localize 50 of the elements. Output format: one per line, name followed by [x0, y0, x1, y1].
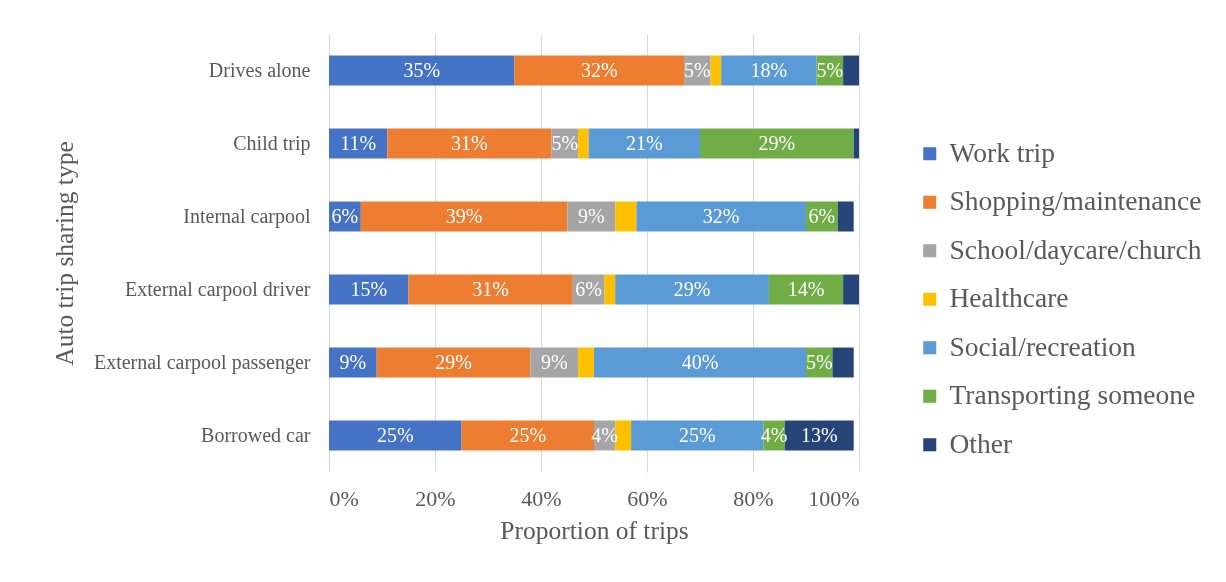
- x-axis-title: Proportion of trips: [500, 515, 689, 545]
- legend-label: School/daycare/church: [949, 233, 1202, 265]
- legend-label: Social/recreation: [949, 330, 1137, 362]
- y-tick-label: External carpool passenger: [93, 350, 311, 374]
- x-tick-label: 40%: [521, 485, 562, 511]
- x-tick-label: 100%: [808, 485, 860, 511]
- y-tick-label: External carpool driver: [125, 277, 311, 301]
- data-label: 5%: [551, 131, 579, 154]
- data-label: 6%: [808, 204, 836, 227]
- data-label: 25%: [679, 423, 716, 446]
- y-tick-label: Drives alone: [208, 58, 311, 81]
- data-label: 11%: [340, 131, 377, 154]
- y-tick-label: Internal carpool: [183, 204, 311, 228]
- x-tick-label: 60%: [627, 485, 668, 511]
- data-label: 5%: [684, 58, 711, 81]
- data-label: 29%: [435, 350, 472, 373]
- data-label: 40%: [681, 350, 719, 373]
- data-label: 13%: [800, 423, 838, 446]
- x-tick-label: 0%: [329, 485, 359, 511]
- data-label: 6%: [331, 204, 359, 227]
- data-label: 18%: [750, 58, 788, 81]
- data-label: 29%: [758, 131, 796, 154]
- data-label: 5%: [816, 58, 844, 81]
- y-tick-label: Borrowed car: [201, 423, 311, 446]
- x-tick-label: 80%: [733, 485, 774, 511]
- data-label: 9%: [339, 350, 367, 373]
- data-label: 25%: [509, 423, 547, 446]
- data-label: 6%: [575, 277, 603, 300]
- data-label: 9%: [578, 204, 605, 227]
- legend-label: Transporting someone: [949, 379, 1196, 411]
- data-label: 5%: [805, 350, 833, 373]
- y-axis-title: Auto trip sharing type: [49, 141, 79, 366]
- data-label: 14%: [787, 277, 825, 300]
- legend-label: Other: [949, 427, 1013, 459]
- data-label: 9%: [540, 350, 568, 373]
- data-label: 29%: [673, 277, 711, 300]
- data-label: 21%: [626, 131, 663, 154]
- data-label: 25%: [376, 423, 414, 446]
- data-label: 35%: [403, 58, 441, 81]
- legend-label: Shopping/maintenance: [949, 185, 1202, 217]
- data-label: 32%: [580, 58, 618, 81]
- data-label: 31%: [472, 277, 509, 300]
- x-tick-label: 20%: [415, 485, 456, 511]
- data-label: 32%: [702, 204, 740, 227]
- legend-label: Healthcare: [949, 282, 1069, 314]
- legend-label: Work trip: [949, 136, 1055, 168]
- data-label: 15%: [350, 277, 388, 300]
- data-label: 31%: [451, 131, 488, 154]
- y-tick-label: Child trip: [233, 131, 311, 155]
- data-label: 39%: [445, 204, 483, 227]
